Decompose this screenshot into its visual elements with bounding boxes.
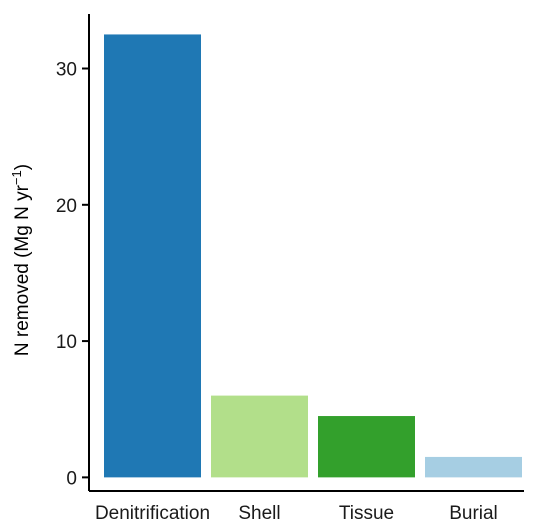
- y-tick-label-0: 0: [66, 468, 77, 489]
- y-axis-title-main: N removed (Mg N yr: [12, 184, 33, 356]
- x-tick-label-denitrification: Denitrification: [95, 503, 210, 524]
- bar-shell: [211, 395, 308, 478]
- y-axis-title-superscript: −1: [9, 170, 24, 185]
- x-tick-label-burial: Burial: [449, 503, 498, 524]
- bar-burial: [425, 456, 522, 478]
- bar-tissue: [318, 416, 415, 478]
- x-tick-label-tissue: Tissue: [339, 503, 394, 524]
- y-tick-label-10: 10: [56, 332, 77, 353]
- y-tick-label-20: 20: [56, 196, 77, 217]
- x-tick-label-shell: Shell: [238, 503, 280, 524]
- y-axis-title: N removed (Mg N yr−1): [9, 164, 34, 356]
- y-axis-title-suffix: ): [12, 164, 33, 170]
- y-ticks-group: 0 10 20 30: [56, 60, 89, 489]
- bar-denitrification: [104, 34, 201, 478]
- x-tick-labels-group: Denitrification Shell Tissue Burial: [95, 503, 498, 524]
- bars-group: [104, 34, 522, 478]
- y-tick-label-30: 30: [56, 60, 77, 81]
